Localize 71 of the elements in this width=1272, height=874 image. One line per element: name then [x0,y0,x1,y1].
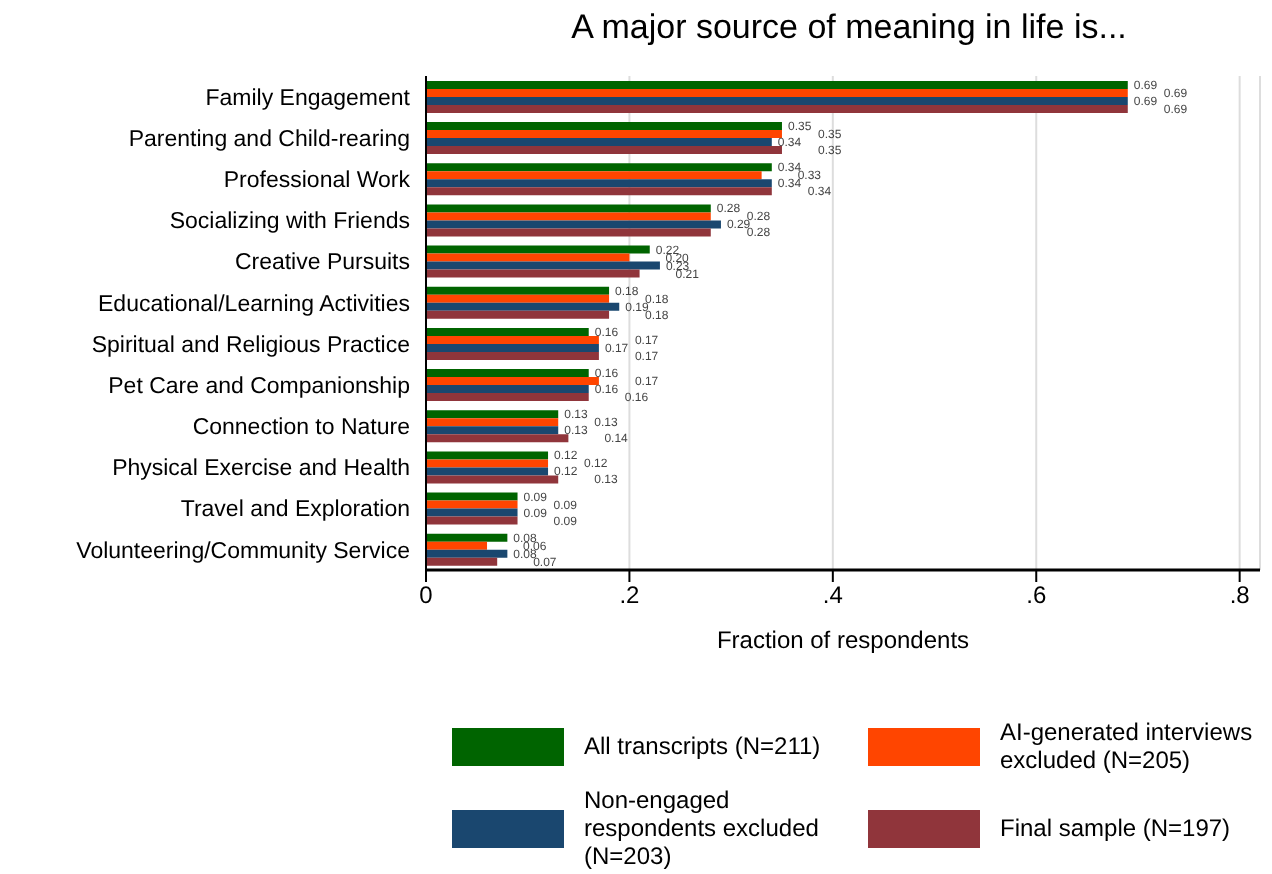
bar [426,138,772,147]
bar [426,434,569,443]
x-tick-label: .6 [1026,581,1047,610]
bar [426,533,508,542]
x-axis-title: Fraction of respondents [716,626,970,654]
bar [426,385,589,394]
y-tick-label: Creative Pursuits [234,251,411,276]
legend-label: All transcripts (N=211) [584,732,823,760]
bar [426,516,518,525]
y-tick-label: Volunteering/Community Service [76,539,410,564]
bar [426,467,549,476]
x-tick-label: .4 [822,581,844,610]
bar [426,327,589,336]
bar [426,261,660,270]
bar [426,426,559,435]
bar [426,377,599,386]
bar [426,245,650,254]
bar [426,343,599,352]
y-tick-label: Professional Work [223,169,411,194]
bar [426,310,610,319]
bar [426,294,610,303]
bar [426,204,711,213]
bar [426,557,498,566]
bar [426,187,772,196]
y-tick-label: Educational/Learning Activities [98,292,411,317]
bar [426,351,599,360]
y-tick-label: Parenting and Child-rearing [128,127,410,152]
bar [426,302,620,311]
bar [426,122,782,131]
bar [426,88,1128,97]
bar [426,410,559,419]
bar [426,96,1128,105]
bar [426,335,599,344]
y-tick-label: Socializing with Friends [169,210,411,235]
legend-label: Non-engaged respondents excluded (N=203) [584,786,821,870]
bar [426,451,549,460]
bar [426,459,549,468]
bar [426,104,1128,113]
y-tick-label: Spiritual and Religious Practice [91,333,410,358]
bar [426,171,762,180]
bar [426,228,711,237]
bar [426,80,1128,89]
bar [426,475,559,484]
x-tick-label: .8 [1229,581,1251,610]
bar [426,508,518,517]
bar [426,286,610,295]
bar [426,212,711,221]
bar [426,393,589,402]
y-tick-label: Pet Care and Companionship [108,374,410,399]
chart-title: A major source of meaning in life is... [569,8,1129,48]
bar [426,492,518,501]
y-tick-label: Connection to Nature [192,416,410,441]
bar [426,253,630,262]
legend-label: AI-generated interviews excluded (N=205) [1000,718,1255,774]
x-tick-label: 0 [419,581,434,610]
bar [426,179,772,188]
legend-label: Final sample (N=197) [1000,814,1233,842]
x-tick-label: .2 [619,581,641,610]
bar [426,369,589,378]
bar [426,220,721,229]
y-tick-label: Physical Exercise and Health [112,457,410,482]
bar [426,269,640,278]
bar [426,163,772,172]
bar [426,500,518,509]
y-tick-label: Family Engagement [205,86,412,111]
y-tick-label: Travel and Exploration [180,498,410,523]
bar [426,418,559,427]
bar [426,541,488,550]
bar [426,549,508,558]
bar [426,146,782,155]
bar [426,130,782,139]
